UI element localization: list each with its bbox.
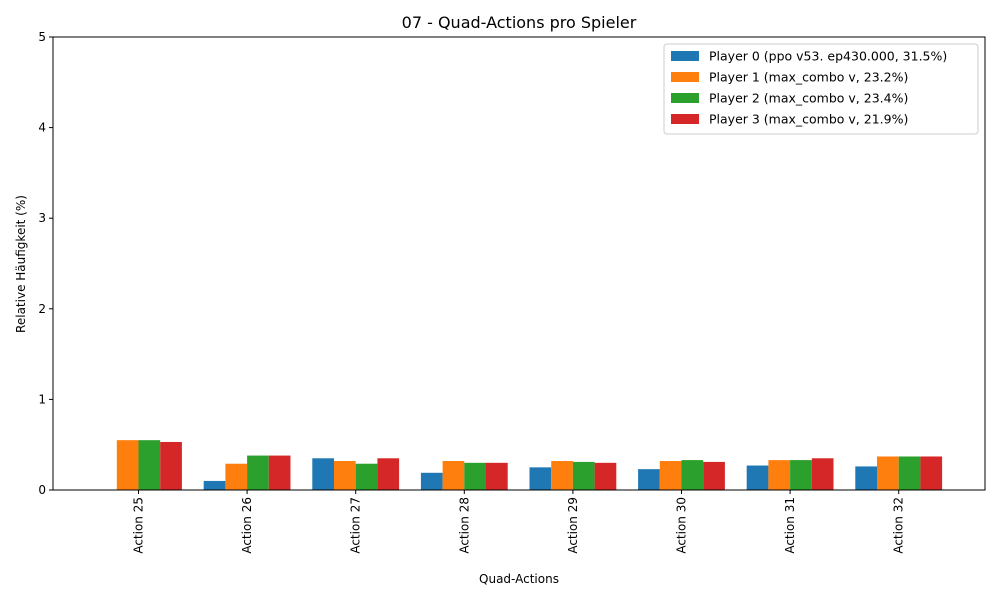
legend-label: Player 2 (max_combo v, 23.4%) bbox=[709, 91, 908, 106]
bar-series-1-action-29 bbox=[551, 461, 573, 490]
x-axis-title: Quad-Actions bbox=[479, 572, 559, 586]
legend-label: Player 0 (ppo v53. ep430.000, 31.5%) bbox=[709, 49, 947, 64]
legend-swatch bbox=[671, 114, 699, 124]
plot-frame bbox=[52, 36, 986, 491]
bar-series-3-action-30 bbox=[703, 461, 725, 490]
y-tick-label: 4 bbox=[38, 121, 46, 135]
y-tick-label: 1 bbox=[38, 392, 46, 406]
x-tick-label: Action 27 bbox=[349, 497, 363, 554]
bars-layer bbox=[116, 440, 943, 490]
bar-series-1-action-26 bbox=[225, 463, 248, 490]
x-axis: Action 25 Action 26 Action 27 Action 28 Acti… bbox=[132, 490, 906, 554]
bar-series-1-action-32 bbox=[877, 456, 899, 490]
bar-series-1-action-30 bbox=[659, 461, 682, 490]
bar-series-3-action-31 bbox=[811, 458, 834, 490]
x-tick-label: Action 30 bbox=[675, 497, 689, 554]
bar-series-0-action-28 bbox=[420, 472, 443, 490]
bar-series-1-action-31 bbox=[768, 460, 791, 490]
legend-label: Player 3 (max_combo v, 21.9%) bbox=[709, 112, 908, 127]
x-tick-label: Action 29 bbox=[566, 497, 580, 554]
legend-label: Player 1 (max_combo v, 23.2%) bbox=[709, 70, 908, 85]
legend-box bbox=[663, 43, 979, 135]
bar-series-0-action-29 bbox=[529, 467, 552, 490]
bar-series-1-action-27 bbox=[334, 461, 356, 490]
bar-series-3-action-27 bbox=[377, 458, 400, 490]
chart-title: 07 - Quad-Actions pro Spieler bbox=[402, 13, 637, 32]
bar-series-0-action-30 bbox=[638, 469, 660, 490]
bar-series-2-action-32 bbox=[898, 456, 921, 490]
bar-series-2-action-26 bbox=[247, 455, 269, 490]
bar-series-2-action-29 bbox=[572, 461, 595, 490]
bar-series-3-action-29 bbox=[594, 462, 617, 490]
y-tick-label: 0 bbox=[38, 483, 46, 497]
y-tick-label: 5 bbox=[38, 30, 46, 44]
x-tick-label: Action 28 bbox=[457, 497, 471, 554]
y-axis-title: Relative Häufigkeit (%) bbox=[14, 195, 28, 333]
legend-swatch bbox=[671, 51, 699, 61]
x-tick-label: Action 26 bbox=[240, 497, 254, 554]
bar-series-0-action-31 bbox=[746, 465, 769, 490]
bar-series-3-action-28 bbox=[486, 462, 508, 490]
bar-series-1-action-28 bbox=[442, 461, 465, 490]
bar-series-3-action-32 bbox=[920, 456, 943, 490]
y-tick-label: 2 bbox=[38, 302, 46, 316]
bar-series-3-action-26 bbox=[268, 455, 291, 490]
legend-swatch bbox=[671, 72, 699, 82]
bar-series-2-action-31 bbox=[790, 460, 812, 490]
y-axis: 0 1 2 3 4 5 bbox=[38, 30, 53, 497]
bar-series-0-action-32 bbox=[855, 466, 877, 490]
x-tick-label: Action 32 bbox=[892, 497, 906, 554]
bar-series-2-action-30 bbox=[681, 460, 704, 490]
bar-series-3-action-25 bbox=[160, 441, 182, 490]
bar-series-2-action-27 bbox=[355, 463, 378, 490]
y-tick-label: 3 bbox=[38, 211, 46, 225]
bar-series-0-action-26 bbox=[203, 480, 226, 490]
bar-series-0-action-27 bbox=[312, 458, 334, 490]
bar-series-2-action-28 bbox=[464, 462, 486, 490]
x-tick-label: Action 31 bbox=[783, 497, 797, 554]
bar-series-1-action-25 bbox=[116, 440, 139, 490]
bar-series-2-action-25 bbox=[138, 440, 161, 490]
x-tick-label: Action 25 bbox=[132, 497, 146, 554]
legend: Player 0 (ppo v53. ep430.000, 31.5%) Play… bbox=[663, 43, 979, 135]
legend-swatch bbox=[671, 93, 699, 103]
